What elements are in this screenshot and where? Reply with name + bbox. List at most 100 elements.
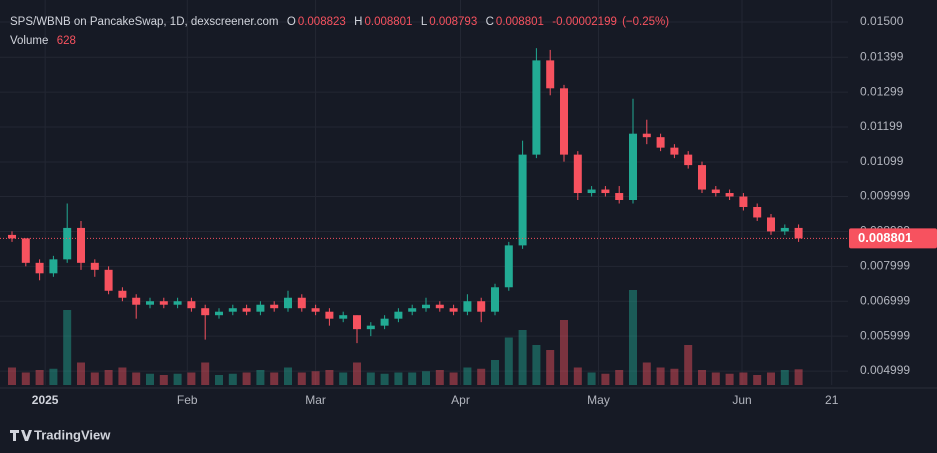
volume-bar [794, 369, 803, 385]
volume-bar [366, 372, 375, 385]
volume-bar [21, 372, 30, 385]
candle-body [394, 311, 403, 319]
candle-body [215, 311, 223, 316]
symbol: SPS/WBNB on PancakeSwap, 1D, dexscreener… [10, 16, 279, 28]
volume-bar [284, 367, 292, 385]
volume-bar [642, 362, 651, 385]
candle-body [560, 88, 568, 155]
x-tick-label: 21 [825, 393, 839, 407]
c-value: 0.008801 [495, 16, 544, 28]
candle-body [698, 165, 706, 190]
last-price-box [849, 228, 937, 249]
volume-bar [159, 375, 168, 385]
change-pct: (−0.25%) [622, 16, 670, 28]
volume-bar [629, 290, 637, 385]
volume-bar [684, 345, 693, 385]
volume-bar [725, 373, 734, 385]
y-tick-label: 0.01500 [860, 14, 904, 28]
volume-row: Volume 628 [10, 35, 78, 47]
candle-body [739, 196, 748, 207]
o-value: 0.008823 [297, 16, 346, 28]
candle-body [573, 154, 582, 194]
volume-bar [394, 372, 403, 385]
candle-body [90, 262, 99, 270]
volume-bar [449, 372, 458, 385]
volume-bar [353, 362, 361, 385]
candle-body [546, 60, 555, 89]
candle-body [615, 193, 624, 201]
volume-bar [408, 372, 417, 385]
watermark-logo [10, 430, 32, 441]
candle-body [642, 133, 651, 138]
volume-bar [132, 372, 141, 385]
l-label: L [420, 16, 428, 28]
h-value: 0.008801 [364, 16, 413, 28]
candle-body [380, 318, 389, 326]
candle-body [435, 304, 444, 309]
volume-bar [601, 373, 610, 385]
candle-body [601, 189, 610, 194]
volume-bar [297, 372, 306, 385]
candle-body [463, 301, 472, 312]
volume-bar [311, 371, 320, 385]
y-tick-label: 0.009999 [860, 189, 910, 203]
volume-bar [104, 370, 113, 385]
c-label: C [485, 16, 494, 28]
volume-bar [670, 368, 679, 385]
candle-body [146, 301, 154, 305]
volume-bar [780, 370, 789, 385]
volume-label: Volume [10, 35, 49, 47]
candle-body [794, 227, 803, 239]
legend-row: SPS/WBNB on PancakeSwap, 1D, dexscreener… [10, 16, 671, 28]
volume-bar [518, 330, 527, 385]
candle-body [132, 297, 141, 305]
volume-bar [270, 372, 279, 385]
candle-body [767, 217, 775, 232]
candle-body [780, 227, 789, 232]
x-tick-label: May [587, 393, 610, 407]
volume-bar [339, 372, 348, 385]
y-tick-label: 0.005999 [860, 328, 910, 342]
candle-body [353, 315, 361, 330]
candle-body [449, 308, 458, 312]
volume-bar [698, 370, 706, 385]
candle-body [284, 297, 292, 309]
y-tick-label: 0.007999 [860, 259, 910, 273]
candle-body [63, 227, 72, 260]
candle-body [711, 189, 720, 194]
candle-body [270, 304, 279, 309]
candle-body [366, 325, 375, 330]
x-tick-label: Mar [305, 393, 326, 407]
candle-body [297, 297, 306, 309]
candle-body [187, 301, 196, 309]
volume-bar [228, 373, 237, 385]
candle-body [408, 308, 417, 312]
candle-body [8, 234, 16, 239]
volume-bar [587, 372, 596, 385]
y-tick-label: 0.01399 [860, 49, 904, 63]
candle-body [35, 262, 44, 274]
last-price-label: 0.008801 [858, 230, 912, 245]
candle-body [587, 189, 596, 194]
volume-bar [242, 372, 251, 385]
volume-bar [49, 368, 58, 385]
candle-body [311, 308, 320, 312]
volume-bar [35, 370, 44, 385]
candle-body [21, 238, 30, 263]
y-tick-label: 0.006999 [860, 293, 910, 307]
candle-body [477, 301, 486, 312]
volume-bar [118, 367, 127, 385]
candle-body [256, 304, 265, 312]
volume-bar [187, 372, 196, 385]
volume-bar [201, 362, 210, 385]
volume-bar [767, 372, 775, 385]
volume-bar [256, 370, 265, 385]
volume-bar [560, 320, 568, 385]
y-tick-label: 0.01199 [860, 119, 903, 133]
x-tick-label: Apr [451, 393, 470, 407]
candle-body [339, 315, 348, 319]
volume-bar [491, 360, 499, 385]
volume-bar [215, 375, 223, 385]
